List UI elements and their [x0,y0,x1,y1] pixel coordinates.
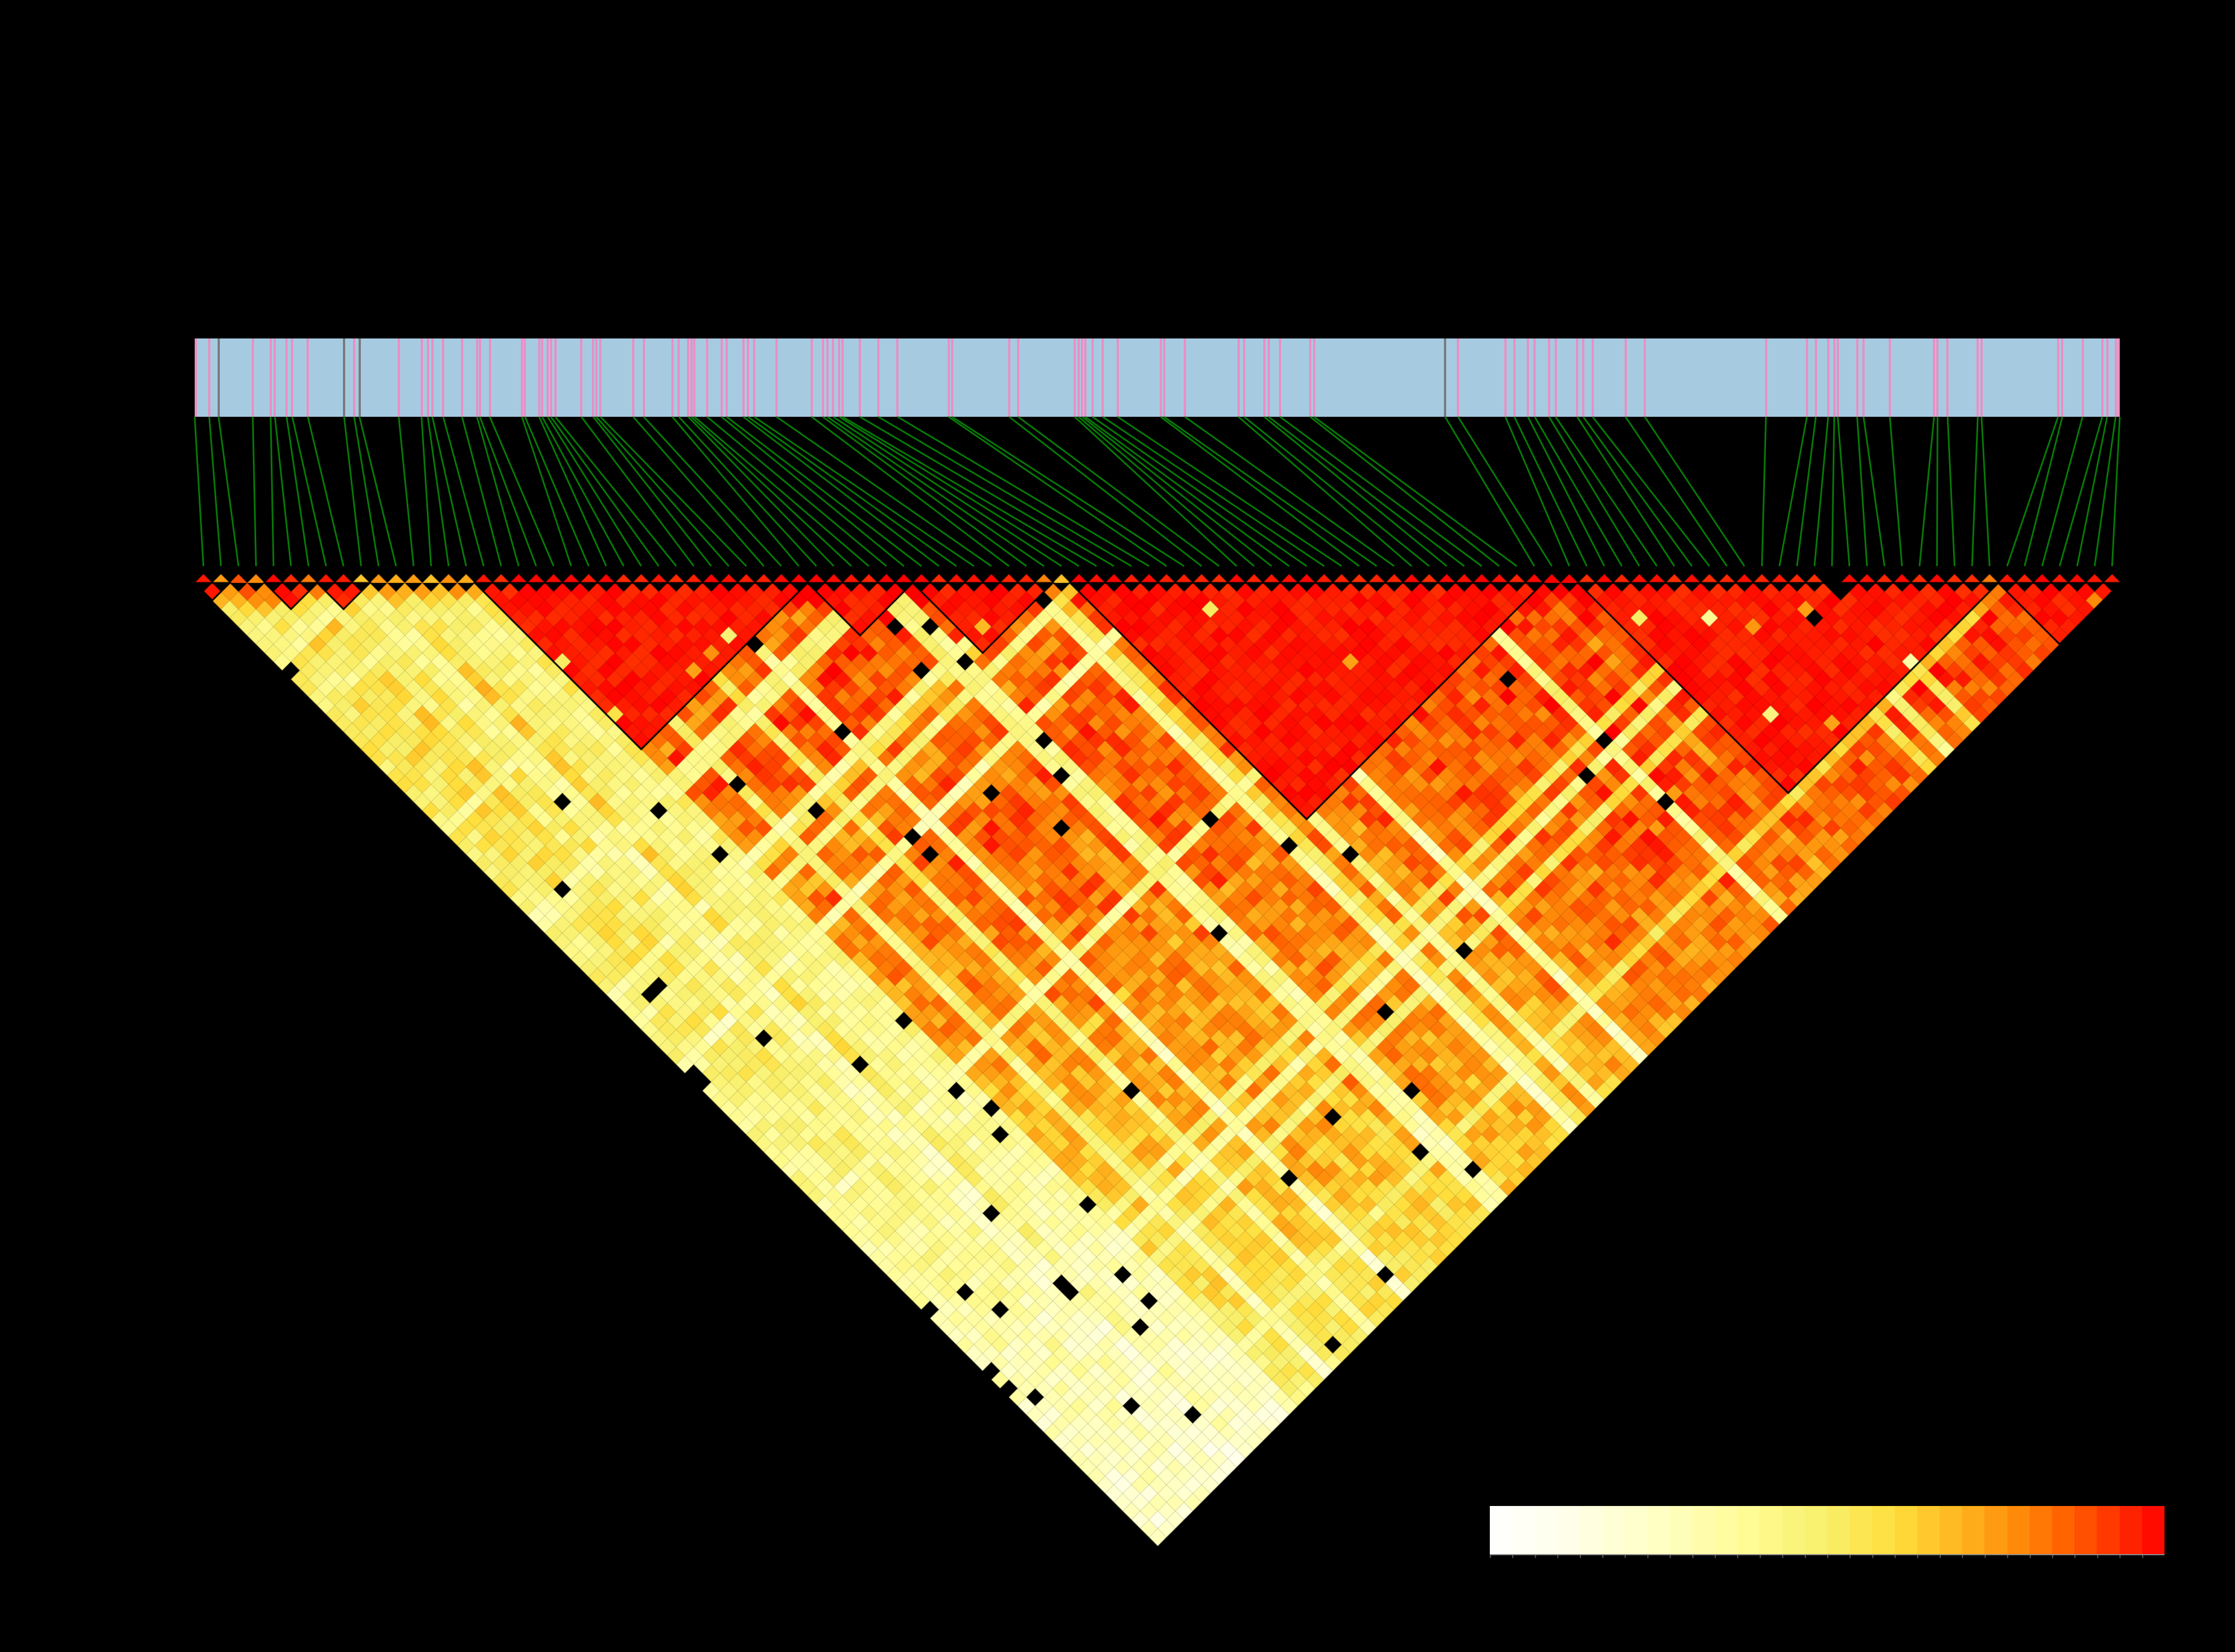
color-key-segment [1917,1506,1940,1554]
color-key-segment [1557,1506,1580,1554]
color-key-segment [1782,1506,1805,1554]
color-key-segment [1647,1506,1670,1554]
color-key-segment [2052,1506,2075,1554]
color-key-segment [2142,1506,2165,1554]
color-key-segment [1715,1506,1738,1554]
color-key-segment [1850,1506,1872,1554]
color-key-segment [1535,1506,1558,1554]
color-key-segment [1940,1506,1963,1554]
color-key-segment [1669,1506,1692,1554]
color-key-segment [1737,1506,1760,1554]
color-key-segment [1804,1506,1828,1554]
color-key-segment [1872,1506,1895,1554]
color-key-segment [1759,1506,1782,1554]
color-key-gradient [1490,1506,2165,1554]
color-key-segment [1692,1506,1715,1554]
color-key-segment [2029,1506,2053,1554]
color-key-segment [1512,1506,1535,1554]
color-key-segment [2074,1506,2097,1554]
color-key-segment [1827,1506,1850,1554]
color-key-segment [1894,1506,1917,1554]
color-key-segment [1984,1506,2007,1554]
color-key-segment [2119,1506,2142,1554]
color-key-segment [1962,1506,1985,1554]
color-key-ticks [1490,1555,2165,1558]
color-key-baseline [1490,1554,2165,1555]
color-key-segment [1602,1506,1625,1554]
color-key [1490,1506,2165,1558]
color-key-segment [2007,1506,2030,1554]
color-key-segment [1625,1506,1648,1554]
color-key-segment [1490,1506,1513,1554]
color-key-segment [2097,1506,2120,1554]
color-key-segment [1579,1506,1603,1554]
